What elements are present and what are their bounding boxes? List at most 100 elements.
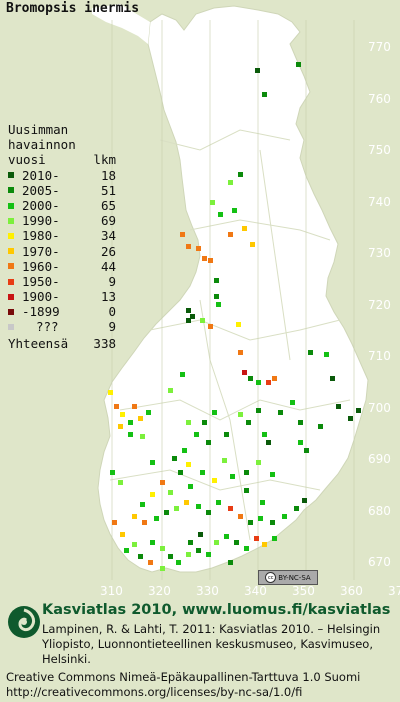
observation-dot xyxy=(140,502,145,507)
observation-dot xyxy=(266,440,271,445)
observation-dot xyxy=(228,506,233,511)
license-line-2[interactable]: http://creativecommons.org/licenses/by-n… xyxy=(6,685,303,699)
legend-row-label: 2000- xyxy=(22,197,60,213)
x-tick-label: 360 xyxy=(340,584,363,598)
observation-dot xyxy=(356,408,361,413)
observation-dot xyxy=(186,318,191,323)
observation-dots xyxy=(108,62,361,571)
observation-dot xyxy=(186,244,191,249)
legend-heading: Uusimman havainnon vuosi lkm xyxy=(8,122,116,168)
y-tick-label: 770 xyxy=(368,40,391,54)
legend-row: 1970- 26 xyxy=(8,244,116,259)
legend-row-count: 65 xyxy=(100,197,116,213)
observation-dot xyxy=(224,432,229,437)
observation-dot xyxy=(296,62,301,67)
observation-dot xyxy=(256,408,261,413)
observation-dot xyxy=(196,548,201,553)
observation-dot xyxy=(294,506,299,511)
cc-license-badge[interactable]: cc BY-NC-SA xyxy=(258,570,318,585)
observation-dot xyxy=(196,504,201,509)
observation-dot xyxy=(194,432,199,437)
observation-dot xyxy=(118,424,123,429)
observation-dot xyxy=(186,420,191,425)
observation-dot xyxy=(270,472,275,477)
legend-row-label: -1899 xyxy=(22,304,60,320)
observation-dot xyxy=(256,380,261,385)
x-tick-label: 330 xyxy=(196,584,219,598)
observation-dot xyxy=(208,258,213,263)
legend-row-count: 13 xyxy=(100,289,116,305)
observation-dot xyxy=(110,470,115,475)
observation-dot xyxy=(256,460,261,465)
observation-dot xyxy=(266,380,271,385)
legend-row: 1980- 34 xyxy=(8,228,116,243)
legend-row-count: 18 xyxy=(100,167,116,183)
observation-dot xyxy=(138,416,143,421)
observation-dot xyxy=(124,548,129,553)
x-tick-label: 370 xyxy=(388,584,400,598)
observation-dot xyxy=(302,498,307,503)
observation-dot xyxy=(180,372,185,377)
observation-dot xyxy=(198,532,203,537)
observation-dot xyxy=(246,420,251,425)
observation-dot xyxy=(168,490,173,495)
y-tick-label: 690 xyxy=(368,452,391,466)
observation-dot xyxy=(202,420,207,425)
legend-swatch xyxy=(8,232,14,239)
legend-swatch xyxy=(8,187,14,194)
y-tick-label: 730 xyxy=(368,246,391,260)
observation-dot xyxy=(255,68,260,73)
observation-dot xyxy=(206,510,211,515)
observation-dot xyxy=(180,232,185,237)
legend-swatch xyxy=(8,202,14,209)
observation-dot xyxy=(224,534,229,539)
y-tick-label: 700 xyxy=(368,400,391,415)
observation-dot xyxy=(232,208,237,213)
legend-swatch xyxy=(8,172,14,179)
map-grid xyxy=(111,20,355,580)
observation-dot xyxy=(278,410,283,415)
observation-dot xyxy=(258,516,263,521)
legend-row-count: 9 xyxy=(108,273,116,289)
y-tick-label: 720 xyxy=(368,297,391,312)
observation-dot xyxy=(238,412,243,417)
observation-dot xyxy=(190,314,195,319)
observation-dot xyxy=(108,390,113,395)
observation-dot xyxy=(164,510,169,515)
observation-dot xyxy=(262,92,267,97)
legend-heading-line1: Uusimman xyxy=(8,122,69,137)
legend-row-count: 34 xyxy=(100,228,116,244)
legend-total: Yhteensä 338 xyxy=(8,336,116,351)
legend: Uusimman havainnon vuosi lkm 2010- 18 2005… xyxy=(8,122,116,351)
legend-row-count: 0 xyxy=(108,304,116,320)
observation-dot xyxy=(128,420,133,425)
finland-arm xyxy=(92,4,150,44)
cc-badge-label: BY-NC-SA xyxy=(278,573,311,582)
legend-row-label: 1960- xyxy=(22,258,60,274)
observation-dot xyxy=(318,424,323,429)
observation-dot xyxy=(230,474,235,479)
observation-dot xyxy=(184,500,189,505)
license-line-1: Creative Commons Nimeä-Epäkaupallinen-Ta… xyxy=(6,670,361,684)
observation-dot xyxy=(202,256,207,261)
observation-dot xyxy=(260,500,265,505)
legend-row-count: 44 xyxy=(100,258,116,274)
legend-row: 2000- 65 xyxy=(8,198,116,213)
legend-swatch xyxy=(8,217,14,224)
legend-row-count: 26 xyxy=(100,243,116,259)
observation-dot xyxy=(308,350,313,355)
legend-heading-line2: havainnon xyxy=(8,137,76,153)
observation-dot xyxy=(242,226,247,231)
observation-dot xyxy=(208,324,213,329)
observation-dot xyxy=(244,470,249,475)
observation-dot xyxy=(150,540,155,545)
observation-dot xyxy=(244,546,249,551)
observation-dot xyxy=(298,440,303,445)
observation-dot xyxy=(178,470,183,475)
observation-dot xyxy=(330,376,335,381)
y-tick-label: 750 xyxy=(368,143,391,157)
x-tick-label: 340 xyxy=(244,584,267,598)
observation-dot xyxy=(132,514,137,519)
observation-dot xyxy=(324,352,329,357)
observation-dot xyxy=(186,462,191,467)
